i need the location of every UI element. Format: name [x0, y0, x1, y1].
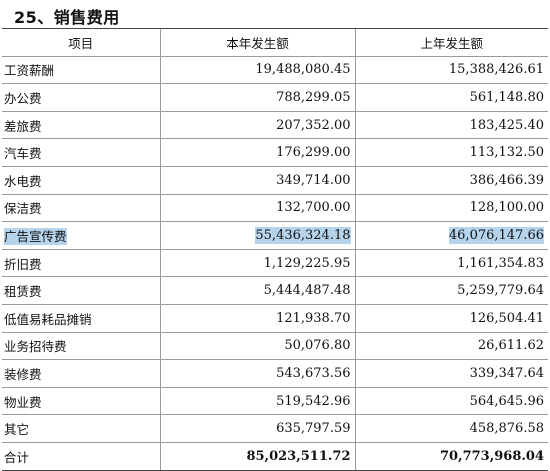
row-previous: 561,148.80: [354, 83, 548, 112]
row-current: 635,797.59: [159, 414, 355, 443]
highlighted-name: 广告宣传费: [4, 227, 67, 245]
row-name: 物业费: [2, 387, 160, 416]
row-current: 349,714.00: [159, 166, 355, 195]
row-current: 19,488,080.45: [159, 56, 355, 85]
table-row: 工资薪酬 19,488,080.45 15,388,426.61: [2, 56, 548, 85]
highlighted-previous: 46,076,147.66: [448, 226, 544, 244]
row-previous: 339,347.64: [354, 359, 548, 388]
row-previous: 26,611.62: [354, 332, 548, 361]
row-name: 办公费: [2, 83, 160, 112]
table-row: 差旅费 207,352.00 183,425.40: [2, 111, 548, 140]
row-name: 装修费: [2, 359, 160, 388]
row-name: 折旧费: [2, 249, 160, 278]
row-previous: 128,100.00: [354, 194, 548, 223]
table-row: 水电费 349,714.00 386,466.39: [2, 166, 548, 195]
row-current: 5,444,487.48: [159, 276, 355, 305]
table-row: 办公费 788,299.05 561,148.80: [2, 83, 548, 112]
table-row: 低值易耗品摊销 121,938.70 126,504.41: [2, 304, 548, 333]
highlighted-current: 55,436,324.18: [255, 226, 351, 244]
row-name: 汽车费: [2, 138, 160, 167]
section-title: 25、销售费用: [14, 8, 120, 27]
row-name: 水电费: [2, 166, 160, 195]
row-previous: 126,504.41: [354, 304, 548, 333]
row-previous: 386,466.39: [354, 166, 548, 195]
table-row: 保洁费 132,700.00 128,100.00: [2, 194, 548, 223]
header-row: 项目 本年发生额 上年发生额: [2, 28, 548, 57]
row-name: 保洁费: [2, 194, 160, 223]
row-current: 1,129,225.95: [159, 249, 355, 278]
row-previous: 5,259,779.64: [354, 276, 548, 305]
table-row: 其它 635,797.59 458,876.58: [2, 414, 548, 443]
row-previous: 46,076,147.66: [354, 221, 548, 250]
row-previous: 458,876.58: [354, 414, 548, 443]
row-current: 519,542.96: [159, 387, 355, 416]
row-name: 低值易耗品摊销: [2, 304, 160, 333]
row-current: 788,299.05: [159, 83, 355, 112]
row-name: 差旅费: [2, 111, 160, 140]
table-row: 折旧费 1,129,225.95 1,161,354.83: [2, 249, 548, 278]
row-name: 广告宣传费: [2, 221, 160, 250]
row-previous: 113,132.50: [354, 138, 548, 167]
row-current: 207,352.00: [159, 111, 355, 140]
row-name: 其它: [2, 414, 160, 443]
row-current: 543,673.56: [159, 359, 355, 388]
header-previous-year: 上年发生额: [354, 28, 548, 57]
row-name: 工资薪酬: [2, 56, 160, 85]
row-previous: 15,388,426.61: [354, 56, 548, 85]
row-previous: 183,425.40: [354, 111, 548, 140]
table-row: 租赁费 5,444,487.48 5,259,779.64: [2, 276, 548, 305]
sales-expense-table: 项目 本年发生额 上年发生额 工资薪酬 19,488,080.45 15,388…: [2, 28, 548, 471]
header-current-year: 本年发生额: [159, 28, 355, 57]
row-name: 业务招待费: [2, 332, 160, 361]
row-previous: 564,645.96: [354, 387, 548, 416]
row-current: 50,076.80: [159, 332, 355, 361]
table-row: 装修费 543,673.56 339,347.64: [2, 359, 548, 388]
row-current: 121,938.70: [159, 304, 355, 333]
table-row-highlighted: 广告宣传费 55,436,324.18 46,076,147.66: [2, 221, 548, 250]
row-previous: 1,161,354.83: [354, 249, 548, 278]
header-item: 项目: [2, 28, 160, 57]
total-previous: 70,773,968.04: [354, 442, 548, 471]
table-row: 汽车费 176,299.00 113,132.50: [2, 138, 548, 167]
total-current: 85,023,511.72: [159, 442, 355, 471]
row-name: 租赁费: [2, 276, 160, 305]
row-current: 55,436,324.18: [159, 221, 355, 250]
row-current: 176,299.00: [159, 138, 355, 167]
total-row: 合计 85,023,511.72 70,773,968.04: [2, 442, 548, 471]
row-current: 132,700.00: [159, 194, 355, 223]
table-row: 物业费 519,542.96 564,645.96: [2, 387, 548, 416]
total-name: 合计: [2, 442, 160, 471]
table-row: 业务招待费 50,076.80 26,611.62: [2, 332, 548, 361]
